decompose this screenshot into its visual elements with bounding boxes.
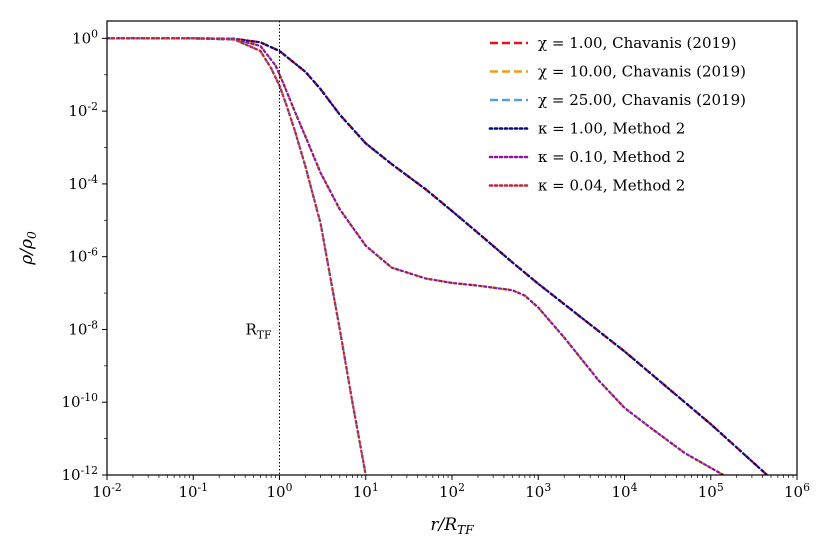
- legend-label-2: χ = 10.00, Chavanis (2019): [538, 63, 746, 81]
- x-tick-label: 106: [784, 481, 810, 501]
- x-tick-label: 10-1: [178, 481, 208, 501]
- legend-label-4: κ = 1.00, Method 2: [538, 120, 685, 138]
- x-tick-label: 103: [525, 481, 551, 501]
- y-tick-label: 10-12: [62, 464, 98, 484]
- plot-frame: [106, 20, 798, 476]
- legend-label-3: χ = 25.00, Chavanis (2019): [538, 91, 746, 109]
- annotation-layer: RTF: [246, 21, 280, 475]
- legend-label-1: χ = 1.00, Chavanis (2019): [538, 34, 736, 52]
- y-tick-label: 10-10: [62, 391, 99, 411]
- legend-label-6: κ = 0.04, Method 2: [538, 177, 685, 195]
- legend-label-5: κ = 0.10, Method 2: [538, 148, 685, 166]
- x-tick-label: 10-2: [92, 481, 122, 501]
- series-line-3: [107, 37, 367, 475]
- x-tick-label: 105: [698, 481, 724, 501]
- x-tick-label: 101: [353, 481, 379, 501]
- x-axis-label: r/RTF: [430, 515, 474, 537]
- y-tick-label: 10-4: [68, 173, 98, 193]
- y-tick-label: 10-6: [68, 246, 98, 266]
- series-line-2: [107, 37, 724, 475]
- legend: χ = 1.00, Chavanis (2019) χ = 10.00, Chav…: [488, 34, 746, 195]
- series-line-4: [107, 37, 769, 475]
- x-tick-label: 100: [267, 481, 293, 501]
- rtf-annotation-label: RTF: [246, 320, 272, 341]
- y-tick-label: 10-8: [68, 318, 98, 338]
- tick-layer: 10-2 10-1 100 101 102 103 104 105 106 100 10-2 10-4…: [62, 27, 811, 501]
- series-layer: [107, 37, 769, 475]
- y-tick-label: 10-2: [68, 100, 98, 120]
- y-tick-label: 100: [72, 27, 98, 47]
- x-tick-label: 102: [439, 481, 465, 501]
- axis-label-layer: r/RTF ρ/ρ0: [17, 231, 474, 537]
- series-line-5: [107, 37, 725, 475]
- series-line-6: [107, 37, 367, 475]
- y-axis-label: ρ/ρ0: [17, 231, 39, 266]
- x-tick-label: 104: [612, 481, 638, 501]
